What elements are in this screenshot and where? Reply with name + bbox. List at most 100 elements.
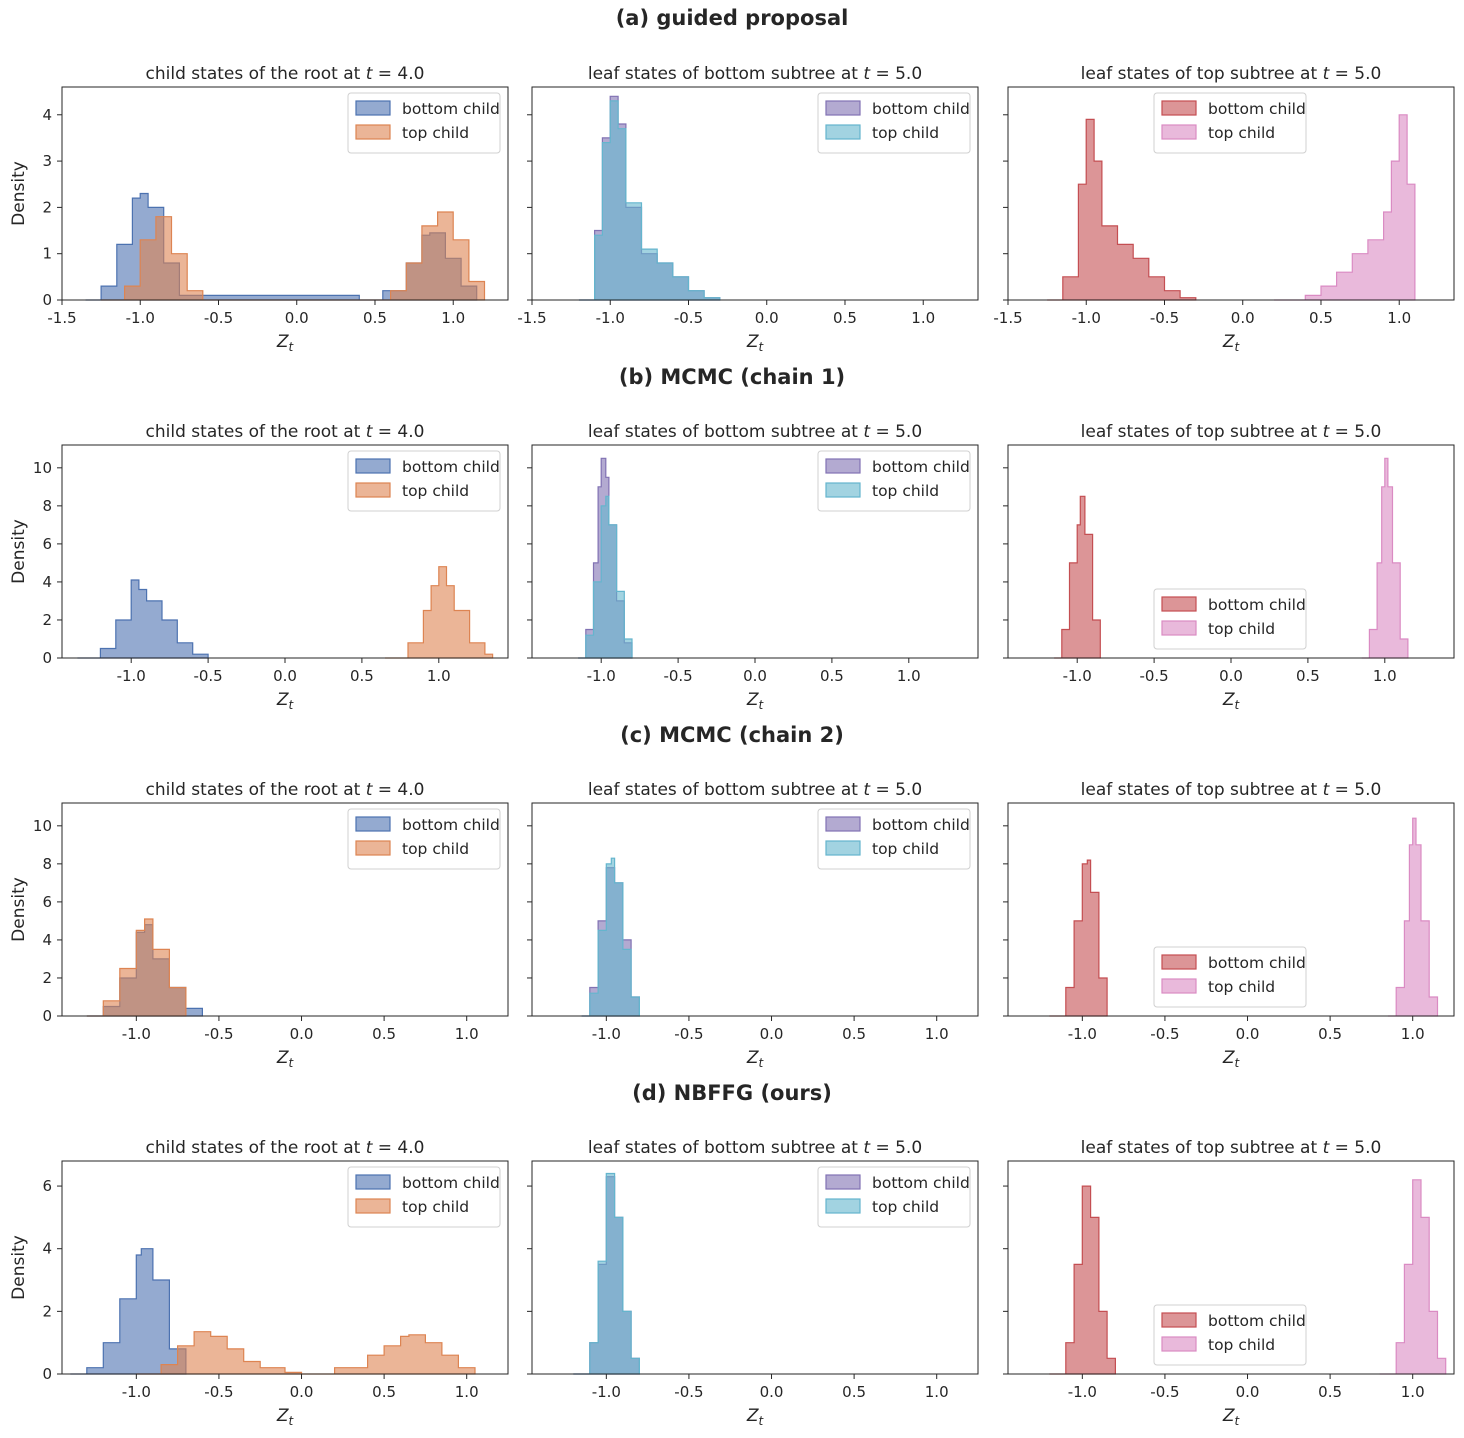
legend-swatch (355, 1174, 391, 1190)
x-axis-label: Zt (276, 332, 295, 354)
x-axis-label: Zt (746, 332, 765, 354)
x-tick-label: -0.5 (1150, 1383, 1179, 1401)
x-tick-label: 0.0 (290, 1025, 314, 1043)
legend-swatch (825, 124, 861, 140)
x-tick-label: 0.5 (1318, 1383, 1342, 1401)
y-tick-label: 4 (42, 1240, 52, 1258)
x-axis-label: Zt (1222, 1406, 1241, 1428)
legend-swatch (825, 100, 861, 116)
legend-swatch (355, 124, 391, 140)
x-tick-label: -1.5 (47, 309, 76, 327)
y-tick-label: 6 (42, 893, 52, 911)
y-tick-label: 3 (42, 152, 52, 170)
legend-swatch (1161, 100, 1197, 116)
legend-swatch (355, 1198, 391, 1214)
x-tick-label: 0.0 (1236, 1383, 1260, 1401)
x-tick-label: -0.5 (204, 309, 233, 327)
plot-frame (61, 802, 509, 1017)
y-tick-label: 8 (42, 855, 52, 873)
legend-label: top child (872, 482, 939, 500)
x-tick-label: -0.5 (674, 1383, 703, 1401)
series-top-child-area (573, 1172, 640, 1375)
x-tick-label: 1.0 (1401, 1025, 1425, 1043)
y-tick-label: 2 (42, 611, 52, 629)
legend-label: bottom child (402, 100, 500, 118)
legend-label: top child (402, 1198, 469, 1216)
x-tick-label: 0.0 (743, 667, 767, 685)
y-tick-label: 4 (42, 106, 52, 124)
series-top-child-area (1387, 817, 1439, 1017)
legend-swatch (1161, 124, 1197, 140)
series-top-child-area (1361, 457, 1409, 659)
y-tick-label: 1 (42, 245, 52, 263)
x-tick-label: -0.5 (204, 1025, 233, 1043)
x-tick-label: 0.0 (760, 1383, 784, 1401)
y-tick-label: 8 (42, 497, 52, 515)
panel-title: child states of the root at t = 4.0 (146, 422, 425, 442)
x-tick-label: 0.0 (1219, 667, 1243, 685)
y-tick-label: 6 (42, 535, 52, 553)
row-title: (c) MCMC (chain 2) (620, 723, 844, 747)
x-tick-label: 1.0 (925, 1383, 949, 1401)
row-title: (d) NBFFG (ours) (632, 1081, 832, 1105)
legend-label: top child (1208, 620, 1275, 638)
series-top-child-area (86, 918, 187, 1017)
x-axis-label: Zt (276, 1048, 295, 1070)
legend-label: bottom child (1208, 100, 1306, 118)
plot-frame (531, 802, 979, 1017)
panel-title: leaf states of top subtree at t = 5.0 (1081, 422, 1382, 442)
legend-swatch (1161, 954, 1197, 970)
x-tick-label: 0.0 (755, 309, 779, 327)
legend-swatch (825, 840, 861, 856)
y-tick-label: 4 (42, 573, 52, 591)
y-axis-label: Density (9, 519, 29, 584)
legend-swatch (1161, 978, 1197, 994)
x-tick-label: 0.5 (842, 1025, 866, 1043)
panel-title: leaf states of bottom subtree at t = 5.0 (588, 64, 922, 84)
legend-label: bottom child (402, 458, 500, 476)
x-tick-label: -1.0 (1072, 309, 1101, 327)
series-bottom-child-area (1049, 859, 1108, 1017)
y-axis-label: Density (9, 1235, 29, 1300)
x-axis-label: Zt (1222, 332, 1241, 354)
series-bottom-child-area (77, 579, 209, 659)
panel-title: leaf states of top subtree at t = 5.0 (1081, 780, 1382, 800)
x-tick-label: 0.5 (820, 667, 844, 685)
panel-title: child states of the root at t = 4.0 (146, 780, 425, 800)
x-tick-label: -1.0 (117, 667, 146, 685)
series-top-child-area (1274, 114, 1416, 301)
series-bottom-child-area (1054, 495, 1101, 659)
x-tick-label: -1.0 (122, 1383, 151, 1401)
y-axis-label: Density (9, 161, 29, 226)
x-tick-label: 0.5 (1309, 309, 1333, 327)
y-tick-label: 0 (42, 1007, 52, 1025)
panel-title: leaf states of bottom subtree at t = 5.0 (588, 422, 922, 442)
legend-swatch (355, 458, 391, 474)
x-tick-label: -1.0 (596, 309, 625, 327)
x-tick-label: -1.0 (1068, 1025, 1097, 1043)
x-tick-label: -1.0 (592, 1025, 621, 1043)
legend-swatch (355, 482, 391, 498)
x-tick-label: 0.5 (350, 667, 374, 685)
x-tick-label: -0.5 (674, 1025, 703, 1043)
series-top-child-area (385, 566, 494, 659)
x-tick-label: 0.0 (285, 309, 309, 327)
x-tick-label: 1.0 (1387, 309, 1411, 327)
x-tick-label: -1.0 (126, 309, 155, 327)
x-tick-label: -0.5 (674, 309, 703, 327)
legend-label: top child (872, 1198, 939, 1216)
legend-label: bottom child (402, 816, 500, 834)
x-tick-label: -1.5 (993, 309, 1022, 327)
plot-frame (531, 1160, 979, 1375)
x-tick-label: 1.0 (911, 309, 935, 327)
series-top-child-area (101, 211, 486, 301)
x-tick-label: 1.0 (1401, 1383, 1425, 1401)
x-tick-label: 0.0 (1231, 309, 1255, 327)
series-bottom-child-area (1047, 118, 1197, 301)
legend-swatch (355, 840, 391, 856)
legend-label: top child (1208, 1336, 1275, 1354)
legend-label: bottom child (402, 1174, 500, 1192)
x-tick-label: 0.0 (1236, 1025, 1260, 1043)
x-axis-label: Zt (746, 1406, 765, 1428)
plot-frame (1007, 802, 1455, 1017)
